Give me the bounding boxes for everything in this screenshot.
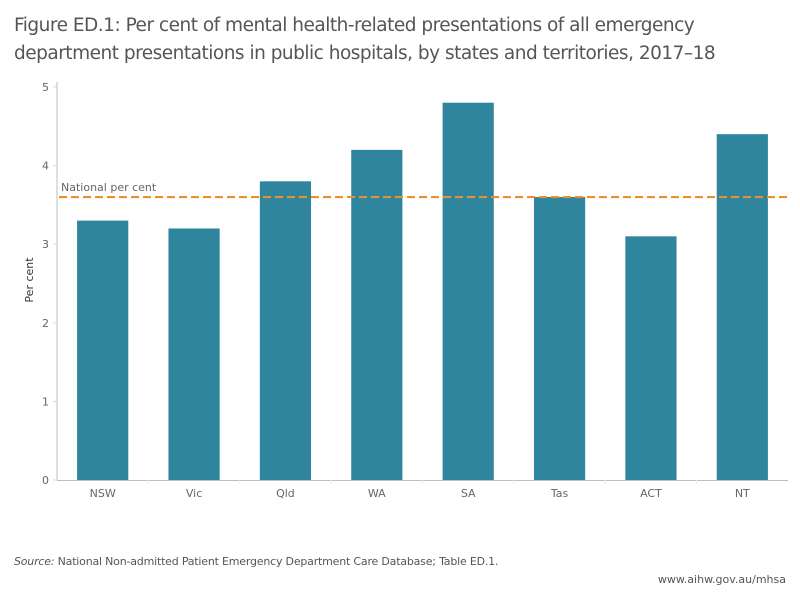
- x-tick-label: NT: [735, 487, 750, 500]
- bar-act[interactable]: [625, 236, 677, 480]
- x-tick-label: ACT: [640, 487, 662, 500]
- y-axis-label: Per cent: [23, 257, 36, 303]
- bar-wa[interactable]: [351, 149, 403, 480]
- x-tick-label: WA: [368, 487, 386, 500]
- bar-tas[interactable]: [533, 197, 586, 481]
- bar-nt[interactable]: [716, 134, 768, 480]
- bar-qld[interactable]: [259, 181, 312, 480]
- y-tick-label: 4: [42, 160, 49, 173]
- y-tick-label: 5: [42, 81, 49, 94]
- y-tick-label: 0: [42, 474, 49, 487]
- x-tick-label: Tas: [550, 487, 569, 500]
- y-tick-label: 2: [42, 317, 49, 330]
- bar-nsw[interactable]: [77, 220, 129, 480]
- x-tick-label: Vic: [186, 487, 202, 500]
- bars: [77, 102, 768, 481]
- source-text: National Non-admitted Patient Emergency …: [54, 555, 499, 568]
- x-axis: NSW Vic Qld WA SA Tas ACT NT: [57, 480, 788, 500]
- y-tick-label: 1: [42, 395, 49, 408]
- x-tick-label: SA: [461, 487, 476, 500]
- reference-line-group: National per cent: [59, 181, 788, 199]
- reference-line-label: National per cent: [61, 181, 157, 194]
- x-tick-label: NSW: [90, 487, 116, 500]
- x-tick-label: Qld: [276, 487, 295, 500]
- bar-vic[interactable]: [168, 228, 220, 480]
- chart-title: Figure ED.1: Per cent of mental health-r…: [14, 15, 716, 64]
- source-url: www.aihw.gov.au/mhsa: [657, 573, 786, 586]
- bar-sa[interactable]: [442, 102, 494, 480]
- source-label: Source:: [14, 555, 55, 568]
- source-note: Source: National Non-admitted Patient Em…: [14, 555, 498, 568]
- y-axis: 0 1 2 3 4 5: [42, 81, 58, 487]
- y-tick-label: 3: [42, 238, 49, 251]
